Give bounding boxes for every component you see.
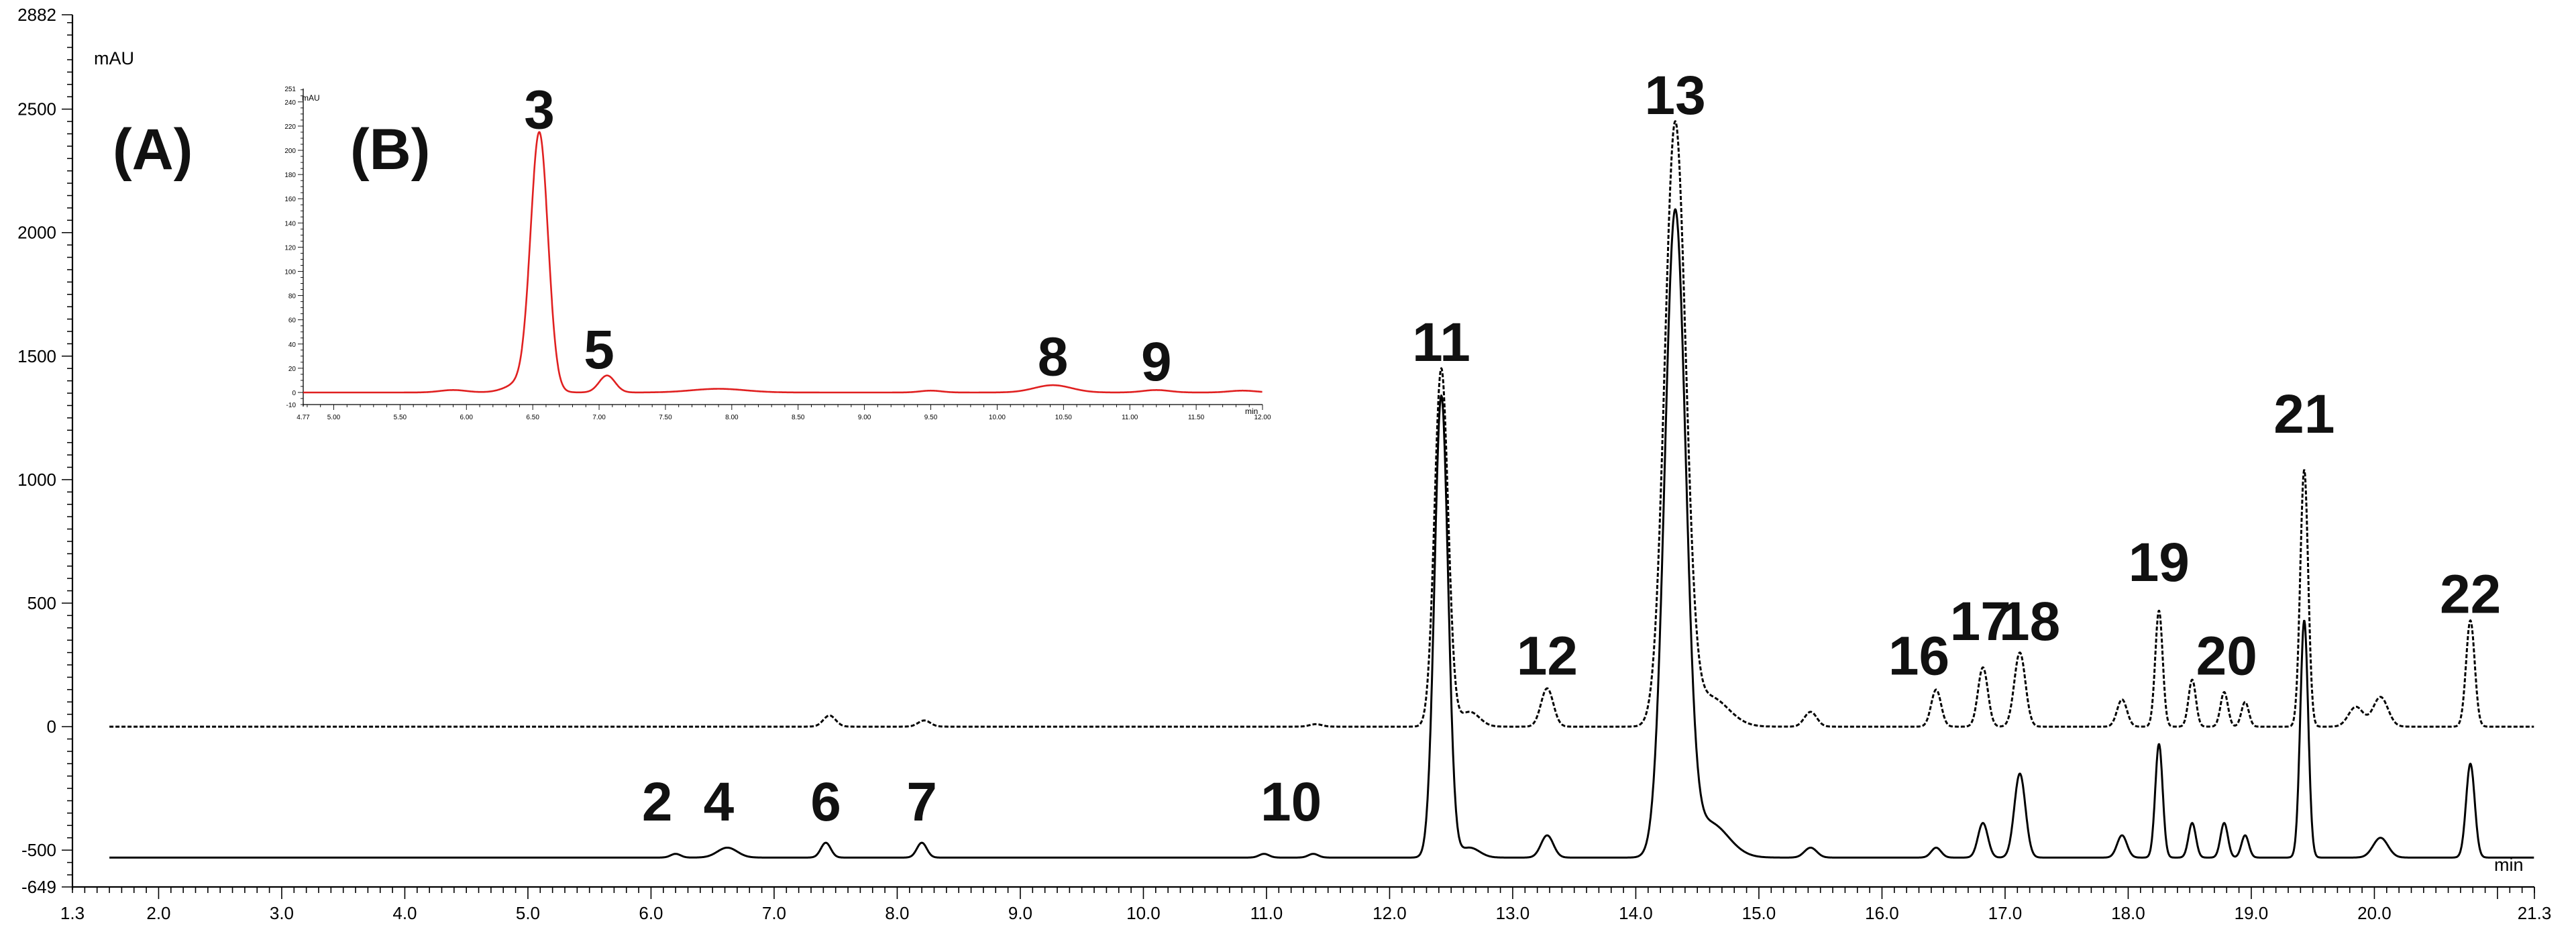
x-tick-label: 7.0 (762, 903, 786, 923)
x-tick-label: 18.0 (2111, 903, 2145, 923)
inset-peak-label: 3 (524, 80, 555, 141)
inset-x-tick-label: 12.00 (1254, 414, 1271, 421)
inset-y-tick-label: 120 (284, 244, 296, 252)
x-tick-label: 13.0 (1496, 903, 1530, 923)
y-tick-label: 2500 (17, 99, 56, 119)
inset-x-tick-label: 8.00 (725, 414, 739, 421)
y-tick-label: 1000 (17, 470, 56, 490)
y-tick-label: 2000 (17, 223, 56, 243)
inset-y-tick-label: 160 (284, 196, 296, 203)
y-tick-label: 2882 (17, 5, 56, 25)
inset-peak-labels: 3 5 8 9 (524, 80, 1171, 392)
y-tick-label: -500 (21, 840, 56, 860)
x-tick-label: 2.0 (146, 903, 170, 923)
inset-x-tick-label: 4.77 (297, 414, 310, 421)
inset-x-tick-label: 10.50 (1055, 414, 1072, 421)
x-tick-label: 15.0 (1742, 903, 1776, 923)
x-tick-label: 14.0 (1619, 903, 1653, 923)
inset-x-tick-label: 10.00 (989, 414, 1006, 421)
panel-label-a: (A) (113, 117, 193, 182)
x-tick-label: 12.0 (1373, 903, 1407, 923)
peak-label: 18 (1999, 591, 2060, 652)
inset-x-tick-label: 5.00 (327, 414, 341, 421)
peak-label: 19 (2129, 532, 2190, 593)
x-tick-label: 17.0 (1988, 903, 2023, 923)
main-axes: 1.3 2.0 3.0 4.0 5.0 6.0 7.0 8.0 9.0 10.0 11.0 12.0 1… (17, 5, 2551, 923)
inset-x-tick-label: 6.50 (526, 414, 539, 421)
inset-y-tick-label: -10 (286, 402, 297, 409)
trace-solid (109, 208, 2534, 859)
inset-x-tick-label: 6.00 (460, 414, 474, 421)
x-tick-label: 20.0 (2357, 903, 2392, 923)
panel-label-b: (B) (350, 117, 430, 182)
inset-x-tick-label: 7.00 (592, 414, 606, 421)
inset-peak-label: 8 (1038, 327, 1069, 388)
inset-y-tick-label: 180 (284, 172, 296, 179)
inset-x-axis-unit-label: min (1245, 407, 1258, 416)
x-tick-label: 21.3 (2518, 903, 2552, 923)
inset-x-tick-label: 8.50 (792, 414, 805, 421)
y-tick-label: -649 (21, 877, 56, 897)
peak-label: 7 (906, 772, 937, 833)
inset-y-tick-label: 251 (284, 86, 296, 93)
inset-y-tick-label: 240 (284, 99, 296, 107)
y-tick-label: 500 (28, 593, 56, 613)
inset-y-axis-unit-label: mAU (302, 93, 320, 103)
inset-chart-b: (B) mAU min 4.77 5.00 5.50 6.00 6.50 7.00 7.50… (284, 80, 1271, 421)
inset-y-tick-label: 220 (284, 123, 296, 131)
y-tick-label: 0 (47, 717, 56, 737)
x-axis-unit-label: min (2494, 855, 2524, 875)
peak-label: 16 (1888, 626, 1949, 687)
x-tick-label: 16.0 (1865, 903, 1899, 923)
x-tick-label: 10.0 (1126, 903, 1161, 923)
inset-x-tick-label: 9.50 (924, 414, 938, 421)
inset-peak-label: 9 (1141, 331, 1172, 392)
peak-label: 17 (1950, 591, 2011, 652)
inset-x-tick-label: 5.50 (394, 414, 407, 421)
x-tick-label: 3.0 (270, 903, 294, 923)
peak-label: 21 (2273, 384, 2334, 445)
peak-label: 2 (642, 772, 673, 833)
inset-y-tick-label: 20 (288, 366, 297, 373)
inset-peak-label: 5 (584, 319, 614, 380)
trace-dashed (109, 120, 2534, 728)
inset-y-tick-label: 100 (284, 268, 296, 276)
inset-y-tick-label: 200 (284, 148, 296, 155)
peak-label: 20 (2196, 626, 2257, 687)
x-tick-label: 5.0 (516, 903, 540, 923)
peak-label: 13 (1645, 65, 1706, 126)
y-tick-label: 1500 (17, 346, 56, 366)
inset-y-tick-label: 140 (284, 220, 296, 227)
peak-label: 4 (704, 772, 735, 833)
peak-label: 11 (1412, 312, 1470, 373)
y-axis-unit-label: mAU (94, 48, 134, 68)
peak-label: 6 (810, 772, 841, 833)
peak-label: 10 (1260, 772, 1322, 833)
x-tick-label: 6.0 (639, 903, 663, 923)
x-tick-label: 19.0 (2235, 903, 2269, 923)
inset-y-tick-label: 80 (288, 293, 297, 301)
peak-label: 22 (2440, 564, 2501, 625)
inset-x-tick-label: 11.00 (1122, 414, 1138, 421)
inset-y-tick-label: 60 (288, 317, 297, 325)
main-series (109, 120, 2534, 859)
x-tick-label: 4.0 (392, 903, 417, 923)
x-tick-label: 11.0 (1250, 903, 1283, 923)
inset-series (303, 131, 1263, 394)
inset-x-tick-label: 11.50 (1188, 414, 1205, 421)
inset-y-tick-label: 0 (292, 390, 296, 397)
inset-axes: 4.77 5.00 5.50 6.00 6.50 7.00 7.50 8.00 8.50 9.00… (284, 86, 1271, 421)
x-tick-label: 8.0 (885, 903, 909, 923)
peak-label: 12 (1517, 626, 1578, 687)
inset-x-tick-label: 7.50 (659, 414, 672, 421)
inset-x-tick-label: 9.00 (858, 414, 871, 421)
inset-trace-red (303, 131, 1263, 394)
inset-y-tick-label: 40 (288, 341, 297, 349)
x-tick-label: 1.3 (60, 903, 85, 923)
x-tick-label: 9.0 (1008, 903, 1032, 923)
